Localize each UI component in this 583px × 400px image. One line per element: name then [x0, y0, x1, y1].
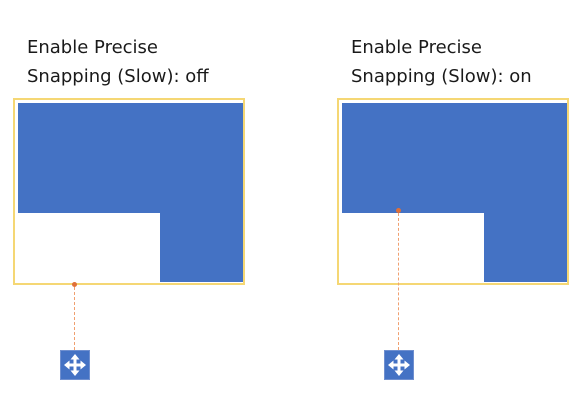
snap-guide-line [74, 287, 75, 350]
selection-box-snapping-on [337, 98, 569, 285]
selection-box-snapping-off [13, 98, 245, 285]
caption-line-2: Snapping (Slow): on [351, 66, 532, 87]
four-way-arrow-icon [388, 354, 410, 376]
snap-anchor-dot-bottom-edge [72, 282, 77, 287]
caption-snapping-off: Enable Precise Snapping (Slow): off [27, 33, 209, 91]
four-way-arrow-icon [64, 354, 86, 376]
snap-anchor-dot-inner-corner [396, 208, 401, 213]
snap-guide-line [398, 213, 399, 350]
l-shape-right-part [484, 213, 567, 282]
caption-snapping-on: Enable Precise Snapping (Slow): on [351, 33, 532, 91]
caption-line-1: Enable Precise [27, 37, 159, 58]
move-handle-icon[interactable] [384, 350, 414, 380]
caption-line-1: Enable Precise [351, 37, 483, 58]
l-shape-right-part [160, 213, 243, 282]
caption-line-2: Snapping (Slow): off [27, 66, 209, 87]
l-shape-top-part [18, 103, 243, 213]
move-handle-icon[interactable] [60, 350, 90, 380]
l-shape-top-part [342, 103, 567, 213]
